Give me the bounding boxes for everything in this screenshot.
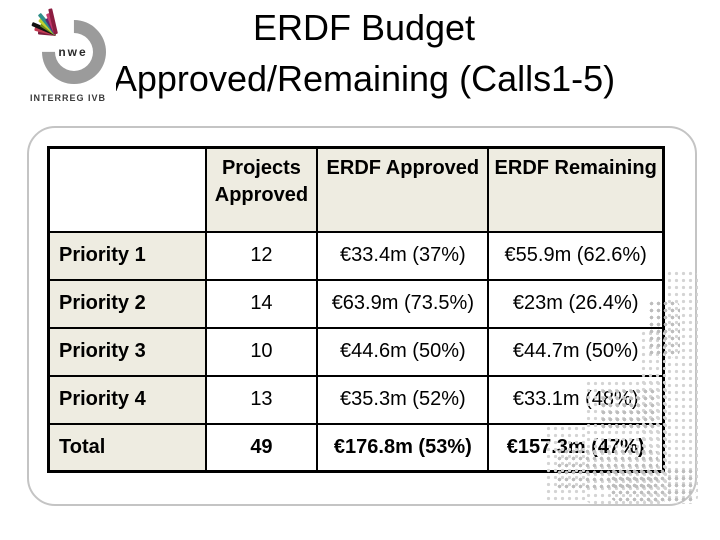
erdf-remaining-value: €33.1m (48%) — [487, 374, 665, 425]
erdf-approved-value: €176.8m (53%) — [316, 422, 490, 473]
header-erdf-remaining: ERDF Remaining — [487, 146, 665, 233]
erdf-approved-value: €35.3m (52%) — [316, 374, 490, 425]
slide-title-line1: ERDF Budget — [252, 7, 476, 48]
row-label: Total — [47, 422, 207, 473]
logo-acronym: nwe — [58, 45, 88, 59]
row-label: Priority 1 — [47, 230, 207, 281]
projects-approved-value: 13 — [204, 374, 319, 425]
table-header-row: Projects Approved ERDF Approved ERDF Rem… — [47, 146, 665, 233]
erdf-remaining-value: €157.3m (47%) — [487, 422, 665, 473]
erdf-approved-value: €44.6m (50%) — [316, 326, 490, 377]
projects-approved-value: 12 — [204, 230, 319, 281]
erdf-remaining-value: €44.7m (50%) — [487, 326, 665, 377]
erdf-approved-value: €33.4m (37%) — [316, 230, 490, 281]
erdf-budget-table: Projects Approved ERDF Approved ERDF Rem… — [47, 146, 665, 473]
row-label: Priority 4 — [47, 374, 207, 425]
projects-approved-value: 49 — [204, 422, 319, 473]
row-label: Priority 3 — [47, 326, 207, 377]
projects-approved-value: 10 — [204, 326, 319, 377]
table-row-priority-4: Priority 4 13 €35.3m (52%) €33.1m (48%) — [47, 374, 665, 425]
slide-title-line2: Approved/Remaining (Calls1-5) — [112, 58, 616, 99]
logo-program-name: INTERREG IVB — [29, 93, 106, 103]
header-empty-cell — [47, 146, 207, 233]
row-label: Priority 2 — [47, 278, 207, 329]
table-row-priority-2: Priority 2 14 €63.9m (73.5%) €23m (26.4%… — [47, 278, 665, 329]
header-projects-approved: Projects Approved — [204, 146, 319, 233]
erdf-approved-value: €63.9m (73.5%) — [316, 278, 490, 329]
header-erdf-approved: ERDF Approved — [316, 146, 490, 233]
erdf-remaining-value: €55.9m (62.6%) — [487, 230, 665, 281]
projects-approved-value: 14 — [204, 278, 319, 329]
slide-title: ERDF Budget Approved/Remaining (Calls1-5… — [40, 2, 688, 104]
table-row-priority-3: Priority 3 10 €44.6m (50%) €44.7m (50%) — [47, 326, 665, 377]
table-row-priority-1: Priority 1 12 €33.4m (37%) €55.9m (62.6%… — [47, 230, 665, 281]
table-row-total: Total 49 €176.8m (53%) €157.3m (47%) — [47, 422, 665, 473]
erdf-remaining-value: €23m (26.4%) — [487, 278, 665, 329]
interreg-nwe-logo: nwe INTERREG IVB — [20, 0, 120, 112]
